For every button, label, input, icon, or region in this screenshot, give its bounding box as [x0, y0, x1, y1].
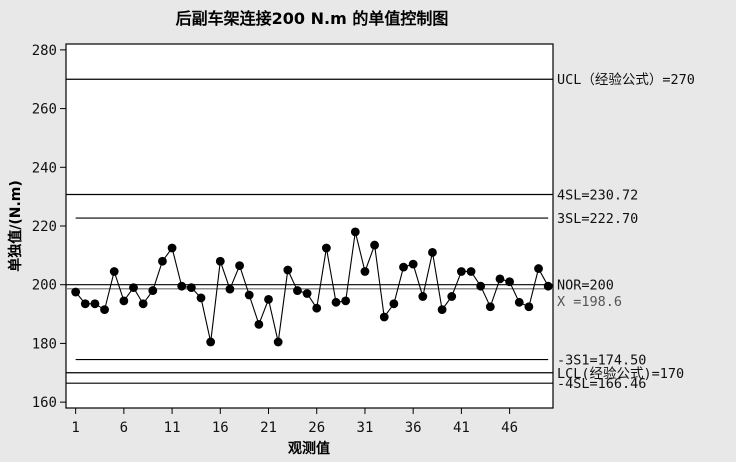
chart-title: 后副车架连接200 N.m 的单值控制图 [176, 9, 449, 28]
data-series [71, 227, 553, 347]
data-point [476, 281, 486, 291]
data-point [186, 283, 196, 293]
data-point [524, 302, 534, 312]
data-point [370, 240, 379, 250]
data-point [341, 296, 351, 306]
data-point [350, 227, 360, 237]
data-point [225, 284, 235, 294]
x-axis-label: 观测值 [288, 440, 330, 457]
x-tick-label: 36 [405, 420, 422, 436]
x-tick-label: 26 [308, 420, 325, 436]
data-point [543, 281, 553, 291]
reference-line-label: X =198.6 [557, 294, 622, 310]
reference-line-label: -3S1=174.50 [557, 353, 646, 369]
data-point [196, 293, 206, 303]
reference-line-label: NOR=200 [557, 278, 614, 294]
data-point [447, 292, 457, 301]
y-axis-label: 单独值/(N.m) [7, 180, 24, 272]
y-tick-label: 220 [32, 219, 57, 235]
data-point [360, 267, 370, 276]
data-point [437, 305, 447, 315]
data-point [264, 294, 273, 304]
y-tick-label: 240 [32, 160, 57, 176]
data-point [514, 297, 524, 307]
data-point [331, 297, 341, 307]
plot-area [65, 43, 554, 409]
data-point [129, 283, 138, 293]
reference-line-label: LCL(经验公式)=170 [557, 366, 684, 382]
x-tick-label: 46 [501, 420, 518, 436]
data-point [158, 256, 167, 266]
data-point [71, 287, 81, 297]
data-point [321, 243, 331, 253]
data-point [254, 319, 264, 329]
data-point [399, 262, 408, 272]
data-point [456, 267, 466, 276]
y-tick-label: 180 [32, 336, 57, 352]
reference-line-label: -4SL=166.46 [557, 376, 646, 392]
data-point [418, 292, 428, 301]
data-point [235, 261, 244, 271]
data-point [408, 259, 418, 269]
x-tick-label: 6 [120, 420, 128, 436]
data-point [389, 299, 399, 309]
data-point [293, 286, 302, 295]
x-tick-label: 16 [212, 420, 229, 436]
reference-lines: UCL（经验公式）=270 4SL=230.72 3SL=222.70 NOR=200… [66, 72, 695, 392]
data-point [466, 267, 476, 276]
data-point [177, 281, 187, 291]
data-point [505, 277, 515, 287]
reference-line-label: UCL（经验公式）=270 [557, 72, 695, 88]
reference-line-label: 3SL=222.70 [557, 211, 638, 227]
data-point [312, 303, 322, 313]
data-point [167, 243, 177, 253]
data-point [244, 290, 254, 300]
x-tick-label: 41 [453, 420, 470, 436]
data-point [534, 264, 543, 273]
data-point [283, 265, 293, 275]
data-point [119, 296, 129, 306]
y-tick-label: 200 [32, 278, 57, 294]
data-point [109, 267, 119, 276]
x-tick-label: 1 [71, 420, 79, 436]
data-point [485, 302, 495, 312]
x-tick-label: 31 [357, 420, 374, 436]
data-point [302, 289, 312, 298]
x-tick-label: 21 [260, 420, 277, 436]
y-tick-label: 280 [32, 43, 57, 59]
data-point [206, 337, 216, 347]
data-point [80, 299, 90, 309]
data-point [215, 256, 225, 266]
reference-line-label: 4SL=230.72 [557, 188, 638, 204]
data-point [495, 274, 505, 284]
data-point [273, 337, 283, 347]
data-point [100, 305, 109, 315]
data-point [90, 299, 100, 309]
y-tick-label: 160 [32, 395, 57, 411]
data-point [138, 299, 148, 309]
data-point [428, 248, 437, 257]
data-point [379, 312, 389, 322]
data-point [148, 286, 158, 295]
x-tick-label: 11 [164, 420, 181, 436]
y-tick-label: 260 [32, 102, 57, 118]
